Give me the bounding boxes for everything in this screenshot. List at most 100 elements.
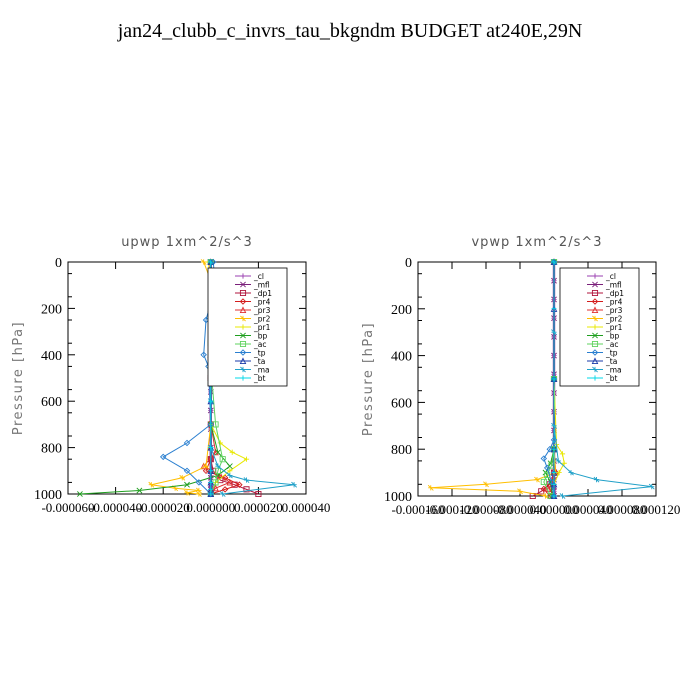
legend-label: _pr1 — [605, 323, 623, 332]
legend-label: _tp — [253, 349, 266, 358]
legend-marker — [240, 332, 246, 339]
x-tick-label: -0.000040 — [493, 502, 546, 517]
x-tick-label: -0.000060 — [41, 500, 94, 515]
data-point — [551, 376, 557, 382]
legend-label: _bt — [605, 374, 618, 383]
legend-marker — [240, 273, 246, 279]
data-point — [208, 468, 214, 474]
legend-label: _pr2 — [253, 315, 271, 324]
legend-marker — [592, 315, 598, 322]
legend-marker — [592, 332, 598, 339]
x-tick-label: 0.000040 — [282, 500, 331, 515]
y-tick-label: 400 — [41, 349, 62, 364]
legend-label: _ma — [253, 366, 270, 375]
data-point — [221, 486, 229, 493]
data-point — [208, 445, 214, 451]
y-tick-label: 400 — [391, 350, 412, 365]
legend-marker — [239, 289, 247, 297]
data-point — [195, 491, 202, 497]
data-point — [195, 479, 203, 486]
data-point — [243, 486, 250, 493]
data-point — [427, 484, 434, 491]
legend-marker — [592, 366, 598, 373]
data-point — [202, 467, 210, 475]
y-tick-label: 800 — [41, 442, 62, 457]
data-point — [551, 493, 557, 499]
series-pr2 — [148, 259, 214, 497]
data-point — [229, 449, 235, 455]
data-point — [200, 259, 207, 265]
legend-label: _dp1 — [605, 289, 624, 298]
legend-label: _mfl — [605, 281, 622, 290]
legend-marker — [592, 375, 598, 381]
data-point — [559, 451, 566, 457]
chart-title: upwp 1xm^2/s^3 — [121, 235, 253, 250]
data-point — [255, 490, 262, 498]
legend-marker — [591, 298, 599, 305]
data-point — [219, 456, 226, 463]
data-point — [221, 474, 229, 481]
data-point — [540, 455, 548, 462]
y-tick-label: 1000 — [384, 490, 412, 505]
legend-label: _ta — [253, 357, 265, 366]
data-point — [214, 467, 221, 474]
data-point — [551, 446, 557, 452]
chart-title: vpwp 1xm^2/s^3 — [471, 235, 602, 250]
data-point — [236, 481, 243, 488]
legend-marker — [592, 324, 598, 330]
series-line — [79, 262, 231, 495]
legend-marker — [591, 289, 599, 297]
legend-marker — [240, 324, 246, 330]
legend-label: _bt — [253, 374, 266, 383]
x-tick-label: -0.000120 — [425, 502, 478, 517]
data-point — [227, 468, 233, 474]
data-point — [568, 469, 574, 476]
x-tick-label: 0.000080 — [598, 502, 647, 517]
legend-label: _pr3 — [605, 306, 623, 315]
legend-marker — [239, 340, 247, 348]
x-tick-label: 0.000000 — [186, 500, 235, 515]
data-point — [212, 484, 219, 492]
data-point — [208, 398, 214, 404]
data-point — [243, 456, 250, 462]
legend-marker — [239, 298, 247, 305]
data-point — [219, 491, 226, 497]
y-axis-label: Pressure [hPa] — [11, 321, 26, 435]
y-tick-label: 1000 — [34, 488, 62, 503]
data-point — [551, 481, 557, 487]
y-tick-label: 0 — [405, 256, 412, 271]
data-point — [648, 483, 655, 490]
legend-marker — [239, 349, 247, 356]
data-point — [231, 481, 238, 488]
y-tick-label: 600 — [391, 396, 412, 411]
legend-marker — [240, 366, 246, 373]
data-point — [183, 439, 191, 447]
data-point — [540, 485, 548, 493]
data-point — [208, 486, 214, 492]
legend-marker — [240, 375, 246, 381]
x-tick-label: -0.000160 — [391, 502, 444, 517]
data-point — [200, 351, 207, 359]
data-point — [517, 488, 523, 495]
data-point — [540, 478, 547, 486]
data-point — [76, 491, 83, 497]
data-point — [226, 463, 233, 470]
legend: _cl_mfl_dp1_pr4_pr3_pr2_pr1_bp_ac_tp_ta_… — [207, 267, 288, 387]
legend-marker — [240, 281, 246, 288]
series-bt — [551, 259, 557, 499]
legend: _cl_mfl_dp1_pr4_pr3_pr2_pr1_bp_ac_tp_ta_… — [559, 267, 640, 387]
x-tick-label: 0.000120 — [632, 502, 681, 517]
data-point — [551, 470, 557, 476]
data-point — [217, 440, 223, 446]
data-point — [183, 467, 191, 475]
series-line — [151, 261, 212, 495]
legend-label: _pr4 — [605, 298, 623, 307]
legend-label: _dp1 — [253, 289, 272, 298]
data-point — [483, 481, 489, 488]
legend-label: _ta — [605, 357, 617, 366]
data-point — [551, 306, 557, 312]
data-point — [136, 487, 143, 494]
data-point — [179, 474, 186, 481]
y-tick-label: 200 — [41, 302, 62, 317]
